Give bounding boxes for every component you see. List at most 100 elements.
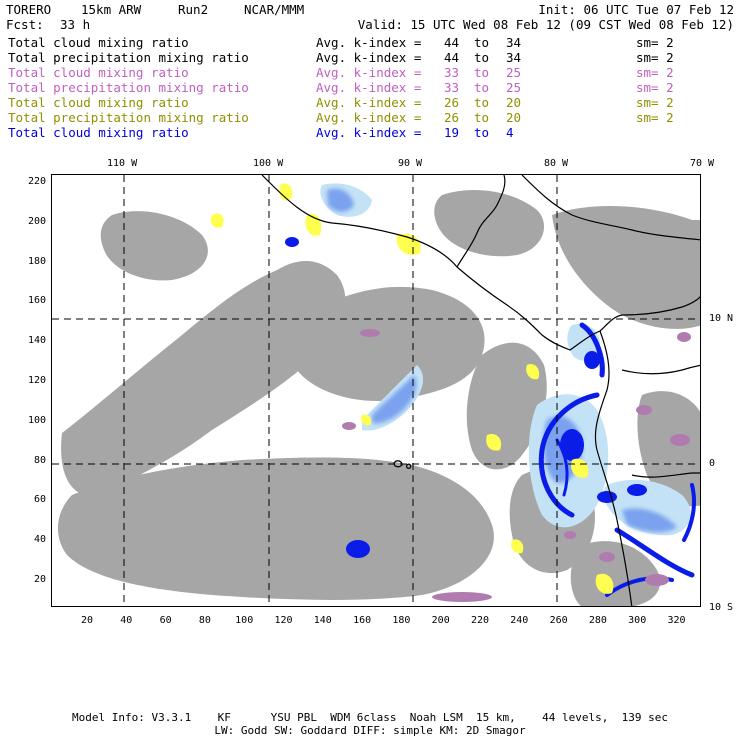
gray-cloud-region [57,457,494,600]
lat-label-0: 0 [709,458,716,469]
coastlines [261,175,700,606]
yellow-patch [210,213,224,228]
init-time: Init: 06 UTC Tue 07 Feb 12 [538,2,734,17]
legend-kindex-from: 33 [444,80,460,95]
map-svg [52,175,700,606]
deep-blue-arc [555,438,569,497]
legend-field-name: Total cloud mixing ratio [8,95,189,110]
x-tick-label: 160 [353,615,372,626]
x-tick-label: 200 [431,615,450,626]
legend-kindex-to: 20 [506,95,522,110]
legend-smoothing: sm= 2 [636,50,674,65]
valid-time: Valid: 15 UTC Wed 08 Feb 12 (09 CST Wed … [357,17,734,32]
model-resolution: 15km ARW [81,2,142,17]
legend-kindex-label: Avg. k-index = [316,50,422,65]
deep-blue-arc [579,322,605,378]
y-tick-label: 140 [27,335,46,347]
legend-kindex-from: 26 [444,110,460,125]
gray-cloud-region [570,541,661,606]
lon-label-80w: 80 W [544,158,569,169]
y-tick-label: 40 [33,534,46,546]
legend-kindex-to-label: to [474,125,490,140]
galapagos-islands [393,460,412,469]
legend-field-name: Total cloud mixing ratio [8,65,189,80]
coastline-yucatan [456,175,506,268]
legend-kindex-to-label: to [474,65,490,80]
yellow-patch [526,364,540,380]
legend-smoothing: sm= 2 [636,80,674,95]
x-tick-label: 60 [159,615,172,626]
yellow-patch [571,458,589,478]
lat-label-10n: 10 N [709,313,734,324]
y-tick-label: 220 [27,176,46,187]
gray-cloud-region [552,205,700,329]
deep-blue-blob [560,429,584,461]
model-name: TORERO [6,2,52,17]
yellow-patch [511,539,524,554]
y-tick-label: 180 [27,255,46,267]
yellow-patch [595,573,614,594]
lon-label-110w: 110 W [107,158,138,169]
y-tick-label: 60 [33,494,46,506]
legend-smoothing: sm= 2 [636,65,674,80]
lon-label-70w: 70 W [690,158,715,169]
legend-kindex-from: 44 [444,50,460,65]
purple-patch [636,405,652,415]
cloud-field-purple [342,329,691,602]
y-tick-label: 160 [27,295,46,307]
deep-blue-blob [346,540,370,558]
x-tick-label: 240 [510,615,529,626]
deep-blue-blob [584,351,600,369]
legend-kindex-from: 19 [444,125,460,140]
x-tick-label: 80 [198,615,211,626]
legend-kindex-label: Avg. k-index = [316,95,422,110]
legend-kindex-to-label: to [474,50,490,65]
lat-lon-grid [52,175,700,606]
legend-kindex-label: Avg. k-index = [316,35,422,50]
legend-kindex-label: Avg. k-index = [316,125,422,140]
deep-blue-blob [285,237,299,247]
x-tick-label: 320 [667,615,686,626]
legend-field-name: Total precipitation mixing ratio [8,80,249,95]
header-row-2: Fcst: 33 h Valid: 15 UTC Wed 08 Feb 12 (… [6,17,734,32]
deep-blue-arc [682,483,696,542]
run-label: Run2 [178,2,209,17]
x-tick-label: 180 [392,615,411,626]
legend-smoothing: sm= 2 [636,35,674,50]
gray-cloud-region [434,190,545,257]
legend-smoothing: sm= 2 [636,95,674,110]
x-tick-label: 220 [470,615,490,626]
lon-label-90w: 90 W [398,158,423,169]
legend-kindex-label: Avg. k-index = [316,80,422,95]
coastline-mexico-central-america [261,175,601,351]
legend-kindex-to: 25 [506,80,522,95]
purple-patch [670,434,690,446]
lat-label-10s: 10 S [709,602,734,613]
yellow-patch [361,414,372,426]
legend-kindex-to: 20 [506,110,522,125]
coastline-gulf [521,175,700,241]
legend-kindex-to-label: to [474,80,490,95]
y-tick-label: 100 [27,414,46,426]
deep-blue-blob [597,491,617,503]
x-tick-label: 40 [120,615,133,626]
legend-field-name: Total precipitation mixing ratio [8,50,249,65]
coastline-caribbean [599,296,700,332]
coastline-south-america-interior [631,472,700,478]
legend-kindex-to-label: to [474,110,490,125]
legend-kindex-label: Avg. k-index = [316,110,422,125]
yellow-patch [279,183,293,201]
legend-kindex-from: 44 [444,35,460,50]
org-label: NCAR/MMM [244,2,305,17]
mid-blue-cloud-region [372,375,417,424]
y-tick-label: 20 [33,574,46,585]
coastline-south-america-north [621,364,700,375]
model-info-line-2: LW: Godd SW: Goddard DIFF: simple KM: 2D… [214,724,526,737]
cloud-field-gray [57,190,700,606]
forecast-label: Fcst: [6,17,44,32]
x-tick-label: 140 [313,615,332,626]
lon-label-100w: 100 W [253,158,284,169]
legend-kindex-from: 33 [444,65,460,80]
x-tick-label: 300 [628,615,647,626]
coastline-south-america-west [594,330,633,606]
